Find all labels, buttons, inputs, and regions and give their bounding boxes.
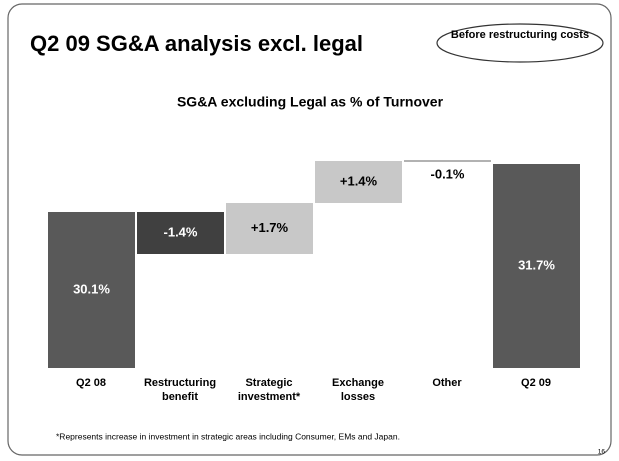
footnote: *Represents increase in investment in st… (56, 431, 400, 441)
bar (404, 161, 491, 164)
value-label: -0.1% (431, 166, 465, 181)
badge-outline (436, 23, 604, 63)
x-tick-label: Restructuring benefit (143, 377, 217, 403)
page-number: 16 (598, 449, 606, 456)
x-tick-label: Strategic investment* (237, 377, 301, 403)
x-tick-label: Other (432, 377, 462, 389)
slide-title: Q2 09 SG&A analysis excl. legal (30, 31, 363, 56)
chart-title: SG&A excluding Legal as % of Turnover (177, 94, 444, 110)
bar (226, 203, 313, 254)
value-label: 30.1% (73, 281, 110, 296)
bar (48, 212, 135, 368)
bar (493, 164, 580, 368)
badge-text: Before restructuring costs (450, 29, 590, 41)
x-tick-label: Exchange losses (332, 377, 384, 403)
value-label: +1.7% (251, 220, 289, 235)
x-tick-label: Q2 09 (521, 377, 551, 389)
bar (315, 161, 402, 203)
x-tick-label: Q2 08 (76, 377, 106, 389)
badge: Before restructuring costs (450, 29, 590, 41)
bar (137, 212, 224, 254)
value-label: 31.7% (518, 257, 555, 272)
value-label: -1.4% (164, 224, 198, 239)
slide-border (7, 3, 612, 456)
value-label: +1.4% (340, 173, 378, 188)
